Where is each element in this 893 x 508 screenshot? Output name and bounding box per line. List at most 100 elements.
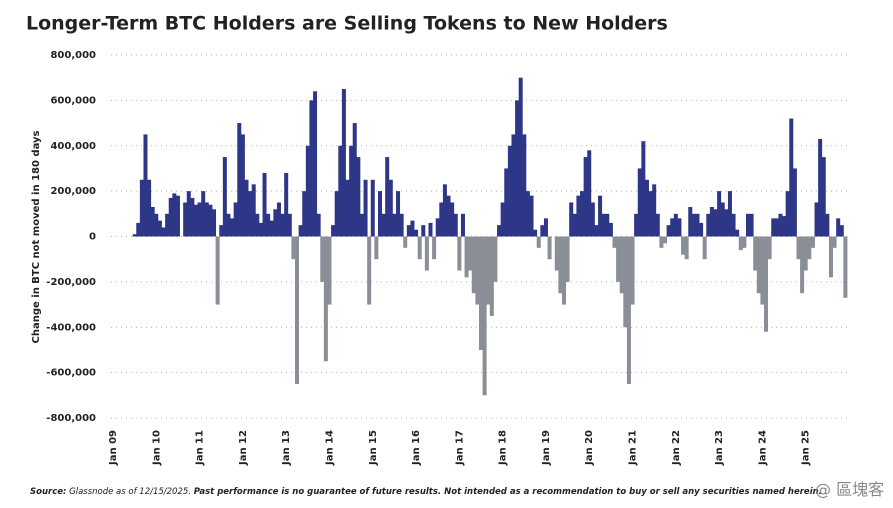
bar [157,220,162,237]
bar [706,213,711,237]
bar [554,236,559,271]
bar [507,145,512,237]
bar [399,213,404,237]
bar [771,218,776,237]
bar [500,202,505,237]
bar [745,213,750,237]
bar [529,195,534,237]
bar [457,236,462,271]
bar [471,236,476,294]
bar [410,220,415,237]
x-tick-label: Jan 14 [324,430,335,466]
bar [594,225,599,237]
x-tick-label: Jan 21 [628,430,639,466]
bar [186,191,191,237]
bar [677,218,682,237]
bar [143,134,148,237]
bar [432,236,437,260]
bar [381,213,386,237]
bar [724,209,729,237]
x-tick-label: Jan 15 [368,430,379,466]
x-tick-label: Jan 16 [411,430,422,466]
source-label: Source: [30,487,67,497]
bar [818,138,823,237]
bar [460,213,465,237]
bar [417,236,422,260]
x-tick-label: Jan 22 [671,430,682,466]
bar [504,168,509,237]
bar [619,236,624,294]
bar [168,197,173,237]
bar [359,213,364,237]
bar [172,193,177,237]
x-tick-label: Jan 13 [281,430,292,466]
bar [280,213,285,237]
bar [273,209,278,237]
bar [208,204,213,237]
bar [248,191,253,237]
bar [522,134,527,237]
bar [807,236,812,260]
bar [233,202,238,237]
bar [785,191,790,237]
bar [269,220,274,237]
bar [742,236,747,248]
bar [648,191,653,237]
bar [659,236,664,248]
bar [251,184,256,237]
bar [453,213,458,237]
bar [475,236,480,305]
bar [367,236,372,305]
bar [313,91,318,237]
bar [702,236,707,260]
bar [190,197,195,237]
bar [695,213,700,237]
bar [497,225,502,237]
bar [641,141,646,237]
bar [673,213,678,237]
bar [295,236,300,384]
bar [258,222,263,237]
bar [626,236,631,384]
bar [442,184,447,237]
bar [634,213,639,237]
bar [219,225,224,237]
bar [511,134,516,237]
bar [352,123,357,237]
bar [821,157,826,237]
bar [262,172,267,237]
bar [601,213,606,237]
bar [688,207,693,237]
bar [428,222,433,237]
bar [204,202,209,237]
bar [323,236,328,362]
bar [605,213,610,237]
bar [489,236,494,316]
x-tick-label: Jan 09 [108,430,119,466]
bar [558,236,563,294]
bar [439,202,444,237]
bar [839,225,844,237]
bar [276,202,281,237]
bar [396,191,401,237]
bar [154,213,159,237]
bar [572,213,577,237]
bar [175,195,180,237]
bar [796,236,801,260]
bar [331,225,336,237]
x-tick-label: Jan 18 [498,430,509,466]
bar [334,191,339,237]
x-tick-label: Jan 24 [757,430,768,466]
y-tick-label: -800,000 [46,413,96,424]
disclaimer: Past performance is no guarantee of futu… [193,487,822,497]
bar [652,184,657,237]
bar [435,218,440,237]
bar [212,209,217,237]
bar [580,191,585,237]
bar [825,213,830,237]
bar [150,207,155,237]
bar [515,100,520,237]
bar [486,236,491,305]
footnote: Source: Glassnode as of 12/15/2025. Past… [30,487,822,497]
y-tick-label: 400,000 [50,141,96,152]
